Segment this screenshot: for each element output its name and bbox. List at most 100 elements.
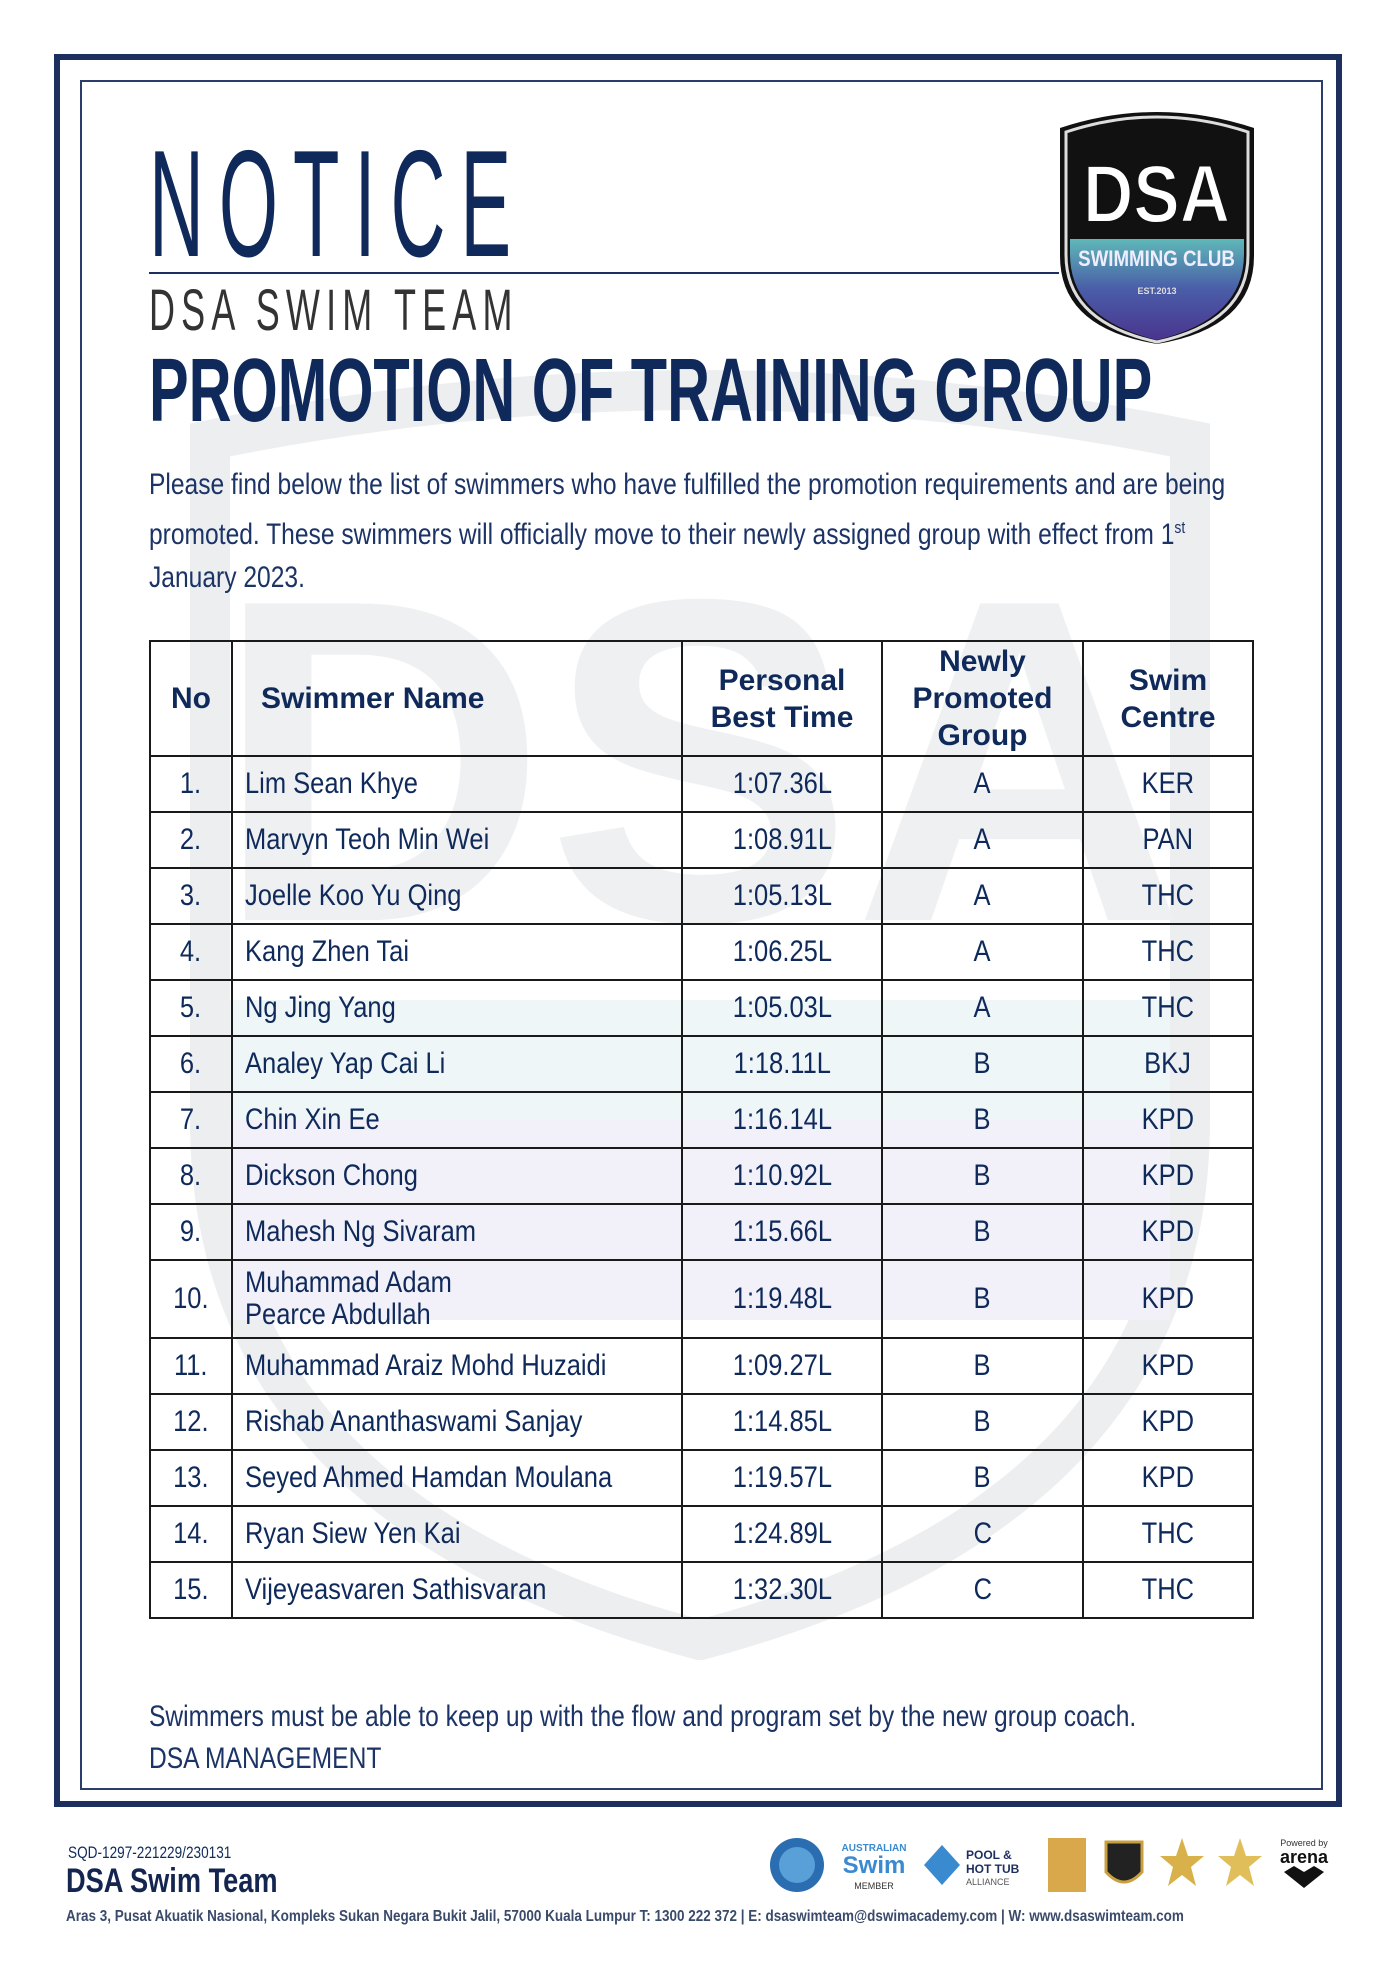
partner-logos: AUSTRALIAN Swim MEMBER POOL & HOT TUB ALLIAN… <box>768 1832 1348 1898</box>
reference-number: SQD-1297-221229/230131 <box>68 1843 232 1862</box>
swimmer-name: Dickson Chong <box>231 1147 683 1205</box>
swimmer-name: Ryan Siew Yen Kai <box>231 1505 683 1563</box>
swim-centre: KPD <box>1082 1337 1254 1395</box>
swim-centre-text: THC <box>1141 1517 1195 1550</box>
swimmer-name: Muhammad Araiz Mohd Huzaidi <box>231 1337 683 1395</box>
personal-best-time-text: 1:05.13L <box>732 879 832 912</box>
personal-best-time: 1:05.03L <box>681 979 883 1037</box>
swimmer-name: Kang Zhen Tai <box>231 923 683 981</box>
footer-brand: DSA Swim Team <box>66 1862 278 1900</box>
swimmer-name-text: Joelle Koo Yu Qing <box>245 879 462 912</box>
page-title: PROMOTION OF TRAINING GROUP <box>149 346 1400 436</box>
title-text: PROMOTION OF TRAINING GROUP <box>149 341 1153 441</box>
table-row: 2. Marvyn Teoh Min Wei 1:08.91L A PAN <box>149 811 1254 869</box>
table-row: 12. Rishab Ananthaswami Sanjay 1:14.85L B KP… <box>149 1393 1254 1451</box>
table-row: 8. Dickson Chong 1:10.92L B KPD <box>149 1147 1254 1205</box>
dsa-swimming-club-logo: DSA SWIMMING CLUB EST.2013 <box>1060 112 1254 344</box>
swim-centre-text: PAN <box>1142 823 1194 856</box>
row-number-text: 13. <box>173 1461 209 1494</box>
row-number-text: 1. <box>180 767 202 800</box>
promoted-group: C <box>881 1505 1084 1563</box>
personal-best-time: 1:06.25L <box>681 923 883 981</box>
swimmer-name: Seyed Ahmed Hamdan Moulana <box>231 1449 683 1507</box>
row-number: 13. <box>149 1449 233 1507</box>
powered-by-label: Powered by <box>1280 1837 1328 1848</box>
closing-note: Swimmers must be able to keep up with th… <box>149 1696 1248 1780</box>
award-star-badge-2-icon <box>1218 1838 1262 1886</box>
promoted-group-text: B <box>973 1349 991 1382</box>
swim-centre: THC <box>1082 979 1254 1037</box>
svg-text:AUSTRALIAN: AUSTRALIAN <box>842 1843 907 1854</box>
promoted-group-text: B <box>973 1215 991 1248</box>
promoted-group-text: B <box>973 1159 991 1192</box>
swim-centre: THC <box>1082 867 1254 925</box>
personal-best-time: 1:09.27L <box>681 1337 883 1395</box>
swimmer-name-text: Rishab Ananthaswami Sanjay <box>245 1405 583 1438</box>
promoted-group: A <box>881 811 1084 869</box>
promoted-group-text: B <box>973 1103 991 1136</box>
swim-centre-text: KER <box>1141 767 1195 800</box>
swimmer-name: Muhammad Adam Pearce Abdullah <box>231 1259 683 1339</box>
personal-best-time-text: 1:05.03L <box>732 991 832 1024</box>
intro-paragraph: Please find below the list of swimmers w… <box>149 463 1248 599</box>
table-row: 1. Lim Sean Khye 1:07.36L A KER <box>149 755 1254 813</box>
award-star-badge-icon <box>1160 1838 1204 1886</box>
swimmer-name: Ng Jing Yang <box>231 979 683 1037</box>
table-row: 9. Mahesh Ng Sivaram 1:15.66L B KPD <box>149 1203 1254 1261</box>
swim-centre-text: THC <box>1141 935 1195 968</box>
swimmer-name-text: Mahesh Ng Sivaram <box>245 1215 477 1248</box>
row-number: 4. <box>149 923 233 981</box>
personal-best-time: 1:07.36L <box>681 755 883 813</box>
inner-frame <box>80 80 1323 1790</box>
personal-best-time: 1:16.14L <box>681 1091 883 1149</box>
svg-text:DSA: DSA <box>1083 149 1230 241</box>
row-number-text: 3. <box>180 879 202 912</box>
promoted-group-text: A <box>973 823 991 856</box>
table-row: 5. Ng Jing Yang 1:05.03L A THC <box>149 979 1254 1037</box>
swim-centre-text: KPD <box>1141 1215 1195 1248</box>
swimmer-name-text: Muhammad Araiz Mohd Huzaidi <box>245 1349 607 1382</box>
swim-centre: KPD <box>1082 1203 1254 1261</box>
row-number: 1. <box>149 755 233 813</box>
arena-wordmark: arena <box>1279 1846 1329 1867</box>
signature: DSA MANAGEMENT <box>149 1742 382 1775</box>
intro-text: Please find below the list of swimmers w… <box>149 468 1226 551</box>
intro-superscript: st <box>1174 518 1186 537</box>
award-shield-badge-icon <box>1104 1840 1144 1884</box>
header-personal-best: Personal Best Time <box>681 640 883 757</box>
svg-text:HOT TUB: HOT TUB <box>966 1862 1020 1876</box>
swim-centre: KER <box>1082 755 1254 813</box>
promoted-group-text: B <box>973 1405 991 1438</box>
swim-centre: THC <box>1082 1561 1254 1619</box>
promoted-group: A <box>881 755 1084 813</box>
promoted-group-text: A <box>973 879 991 912</box>
swimmer-name: Chin Xin Ee <box>231 1091 683 1149</box>
personal-best-time-text: 1:08.91L <box>732 823 832 856</box>
row-number: 8. <box>149 1147 233 1205</box>
personal-best-time-text: 1:16.14L <box>732 1103 832 1136</box>
promotion-table: No Swimmer Name Personal Best Time Newly… <box>149 640 1254 1619</box>
header-swim-centre: Swim Centre <box>1082 640 1254 757</box>
personal-best-time-text: 1:24.89L <box>732 1517 832 1550</box>
swim-centre: KPD <box>1082 1147 1254 1205</box>
personal-best-time: 1:19.57L <box>681 1449 883 1507</box>
swimmer-name: Marvyn Teoh Min Wei <box>231 811 683 869</box>
row-number: 15. <box>149 1561 233 1619</box>
swim-centre-text: THC <box>1141 1573 1195 1606</box>
row-number-text: 9. <box>180 1215 202 1248</box>
swim-centre-text: KPD <box>1141 1282 1195 1315</box>
row-number: 2. <box>149 811 233 869</box>
personal-best-time-text: 1:18.11L <box>733 1047 831 1080</box>
row-number: 14. <box>149 1505 233 1563</box>
row-number: 9. <box>149 1203 233 1261</box>
swim-centre: KPD <box>1082 1449 1254 1507</box>
promoted-group: A <box>881 923 1084 981</box>
row-number-text: 5. <box>180 991 202 1024</box>
promoted-group: A <box>881 867 1084 925</box>
table-row: 4. Kang Zhen Tai 1:06.25L A THC <box>149 923 1254 981</box>
personal-best-time-text: 1:19.48L <box>732 1282 832 1315</box>
row-number-text: 6. <box>180 1047 202 1080</box>
row-number-text: 12. <box>173 1405 209 1438</box>
swim-centre: KPD <box>1082 1393 1254 1451</box>
personal-best-time: 1:10.92L <box>681 1147 883 1205</box>
